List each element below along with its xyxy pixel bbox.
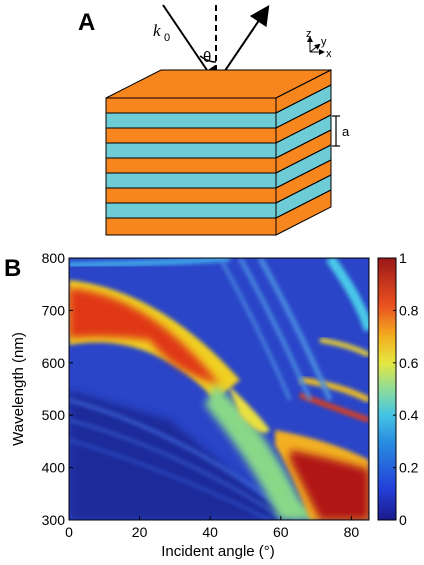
y-tick-label: 300 <box>42 512 66 528</box>
period-label: a <box>342 124 350 139</box>
x-axis: 0 20 40 60 80 <box>65 516 359 540</box>
colorbar-tick-label: 0 <box>399 512 407 528</box>
y-axis-title: Wavelength (nm) <box>10 332 27 446</box>
colorbar <box>377 257 397 521</box>
x-tick-label: 80 <box>344 524 360 540</box>
axis-y-label: y <box>321 36 327 48</box>
colorbar-tick-label: 0.2 <box>399 460 419 476</box>
coordinate-axes: z y x <box>306 28 332 60</box>
colorbar-tick-label: 0.8 <box>399 302 419 318</box>
x-tick-label: 60 <box>273 524 289 540</box>
panel-b-label: B <box>4 255 21 282</box>
y-tick-label: 800 <box>42 250 66 266</box>
y-tick-label: 400 <box>42 460 66 476</box>
y-tick-label: 500 <box>42 407 66 423</box>
colorbar-tick-label: 0.6 <box>399 355 419 371</box>
panel-a-label: A <box>78 9 95 36</box>
x-tick-label: 0 <box>65 524 73 540</box>
incident-arrow <box>162 4 219 87</box>
theta-symbol: θ <box>203 49 211 66</box>
multilayer-stack <box>105 69 332 236</box>
k-symbol: k <box>153 21 161 40</box>
colorbar-tick-label: 0.4 <box>399 407 419 423</box>
plot-frame <box>68 257 370 521</box>
x-tick-label: 40 <box>202 524 218 540</box>
colorbar-tick-label: 1 <box>399 250 407 266</box>
axis-z-label: z <box>306 28 312 40</box>
axis-x-label: x <box>326 48 332 60</box>
colorbar-axis: 0 0.2 0.4 0.6 0.8 1 <box>393 250 419 528</box>
k-subscript: 0 <box>164 32 170 44</box>
y-axis: 300 400 500 600 700 800 <box>42 250 73 528</box>
y-tick-label: 700 <box>42 302 66 318</box>
period-bracket <box>332 115 340 147</box>
theta-arc <box>199 55 217 63</box>
x-axis-title: Incident angle (°) <box>161 543 275 560</box>
x-tick-label: 20 <box>132 524 148 540</box>
heatmap <box>69 258 369 520</box>
y-tick-label: 600 <box>42 355 66 371</box>
